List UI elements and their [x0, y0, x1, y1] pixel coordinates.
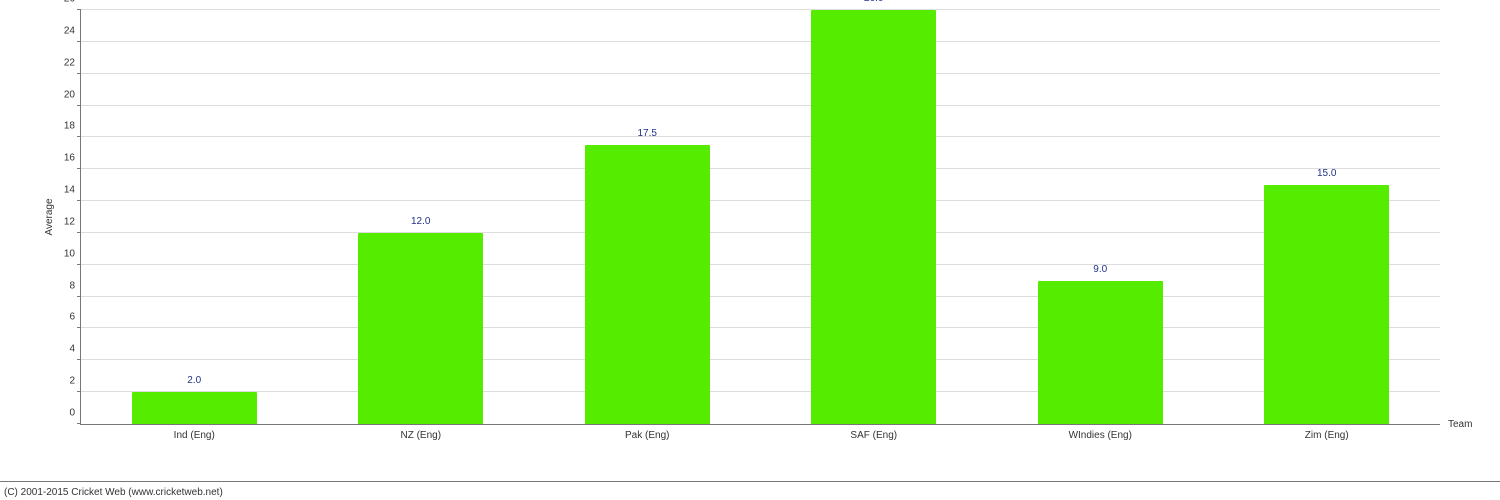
bar-value-label: 26.0 — [864, 0, 883, 4]
y-tick-label: 2 — [69, 376, 75, 387]
y-tick — [77, 136, 81, 137]
bar: 12.0 — [358, 233, 483, 424]
y-tick — [77, 105, 81, 106]
bar: 15.0 — [1264, 185, 1389, 424]
gridline — [81, 391, 1440, 392]
plot-area: Average Team 024681012141618202224262.0I… — [80, 10, 1440, 425]
gridline — [81, 9, 1440, 10]
y-tick-label: 14 — [64, 185, 75, 196]
x-tick-label: WIndies (Eng) — [1069, 430, 1132, 441]
y-tick — [77, 296, 81, 297]
copyright-text: (C) 2001-2015 Cricket Web (www.cricketwe… — [4, 487, 223, 498]
footer-separator — [0, 481, 1500, 482]
gridline — [81, 232, 1440, 233]
gridline — [81, 73, 1440, 74]
y-tick — [77, 264, 81, 265]
y-tick — [77, 73, 81, 74]
gridline — [81, 168, 1440, 169]
y-tick-label: 12 — [64, 216, 75, 227]
bar: 9.0 — [1038, 281, 1163, 424]
gridline — [81, 41, 1440, 42]
y-tick-label: 10 — [64, 248, 75, 259]
x-tick-label: Zim (Eng) — [1305, 430, 1349, 441]
gridline — [81, 105, 1440, 106]
y-tick — [77, 9, 81, 10]
y-tick-label: 20 — [64, 89, 75, 100]
y-tick-label: 0 — [69, 408, 75, 419]
x-tick-label: Ind (Eng) — [174, 430, 215, 441]
y-tick — [77, 391, 81, 392]
y-tick — [77, 359, 81, 360]
bar-value-label: 2.0 — [187, 375, 201, 386]
gridline — [81, 264, 1440, 265]
y-tick — [77, 168, 81, 169]
bar: 2.0 — [132, 392, 257, 424]
y-tick — [77, 200, 81, 201]
x-tick-label: Pak (Eng) — [625, 430, 669, 441]
x-tick-label: NZ (Eng) — [400, 430, 441, 441]
bar: 26.0 — [811, 10, 936, 424]
gridline — [81, 327, 1440, 328]
y-tick — [77, 327, 81, 328]
gridline — [81, 296, 1440, 297]
y-tick-label: 26 — [64, 0, 75, 5]
y-tick-label: 22 — [64, 57, 75, 68]
y-tick-label: 6 — [69, 312, 75, 323]
gridline — [81, 200, 1440, 201]
x-tick-label: SAF (Eng) — [850, 430, 897, 441]
y-tick-label: 4 — [69, 344, 75, 355]
y-tick-label: 18 — [64, 121, 75, 132]
bar-value-label: 9.0 — [1093, 264, 1107, 275]
bar-chart: Average Team 024681012141618202224262.0I… — [60, 10, 1480, 450]
y-tick — [77, 232, 81, 233]
y-tick — [77, 41, 81, 42]
gridline — [81, 136, 1440, 137]
gridline — [81, 359, 1440, 360]
bar-value-label: 17.5 — [638, 128, 657, 139]
bar-value-label: 15.0 — [1317, 168, 1336, 179]
bar-value-label: 12.0 — [411, 216, 430, 227]
y-tick — [77, 423, 81, 424]
y-axis-title: Average — [44, 198, 55, 235]
x-axis-title: Team — [1448, 419, 1472, 430]
bar: 17.5 — [585, 145, 710, 424]
y-tick-label: 16 — [64, 153, 75, 164]
y-tick-label: 24 — [64, 25, 75, 36]
y-tick-label: 8 — [69, 280, 75, 291]
